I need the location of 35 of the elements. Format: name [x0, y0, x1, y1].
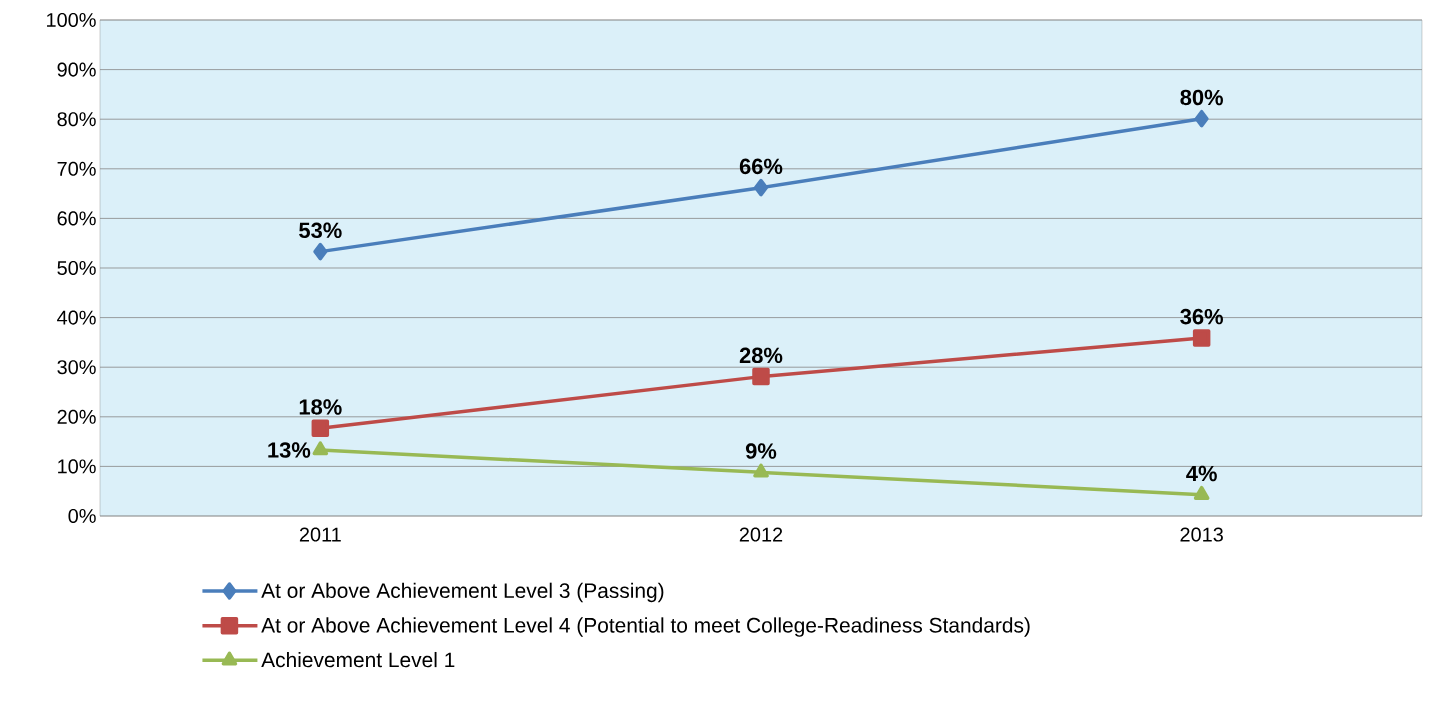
legend-label: Achievement Level 1 — [261, 651, 455, 668]
data-label: 18% — [299, 399, 342, 415]
legend-label: At or Above Achievement Level 4 (Potential to meet College-Readiness Standards) — [261, 617, 1030, 637]
data-label: 36% — [1180, 308, 1223, 325]
y-tick-label: 60% — [57, 211, 96, 226]
point — [312, 441, 329, 456]
x-tick-label: 2011 — [299, 527, 341, 542]
x-tick-label: 2013 — [1180, 527, 1223, 542]
y-tick-label: 40% — [57, 310, 96, 325]
y-tick-label: 20% — [57, 409, 96, 424]
data-label: 4% — [1186, 465, 1217, 482]
y-tick-label: 0% — [68, 508, 96, 524]
point — [1192, 329, 1211, 347]
data-label: 9% — [745, 443, 777, 459]
y-tick-label: 10% — [58, 459, 96, 474]
y-tick-label: 30% — [57, 360, 96, 375]
point — [311, 419, 330, 437]
point — [753, 178, 768, 197]
point — [753, 463, 769, 478]
y-tick-label: 50% — [57, 260, 96, 276]
data-label: 28% — [739, 347, 783, 364]
data-label: 53% — [299, 222, 342, 239]
y-tick-label: 100% — [47, 12, 96, 28]
y-tick-label: 80% — [57, 112, 96, 127]
legend-label: At or Above Achievement Level 3 (Passing) — [261, 582, 664, 603]
point — [1193, 485, 1210, 500]
x-tick-label: 2012 — [739, 527, 783, 542]
data-label: 13% — [268, 442, 311, 458]
y-tick-label: 70% — [57, 161, 96, 176]
point — [1194, 109, 1209, 128]
y-tick-label: 90% — [57, 62, 96, 77]
point — [313, 242, 328, 261]
point — [752, 367, 770, 386]
data-label: 66% — [739, 158, 783, 175]
data-label: 80% — [1180, 89, 1223, 106]
